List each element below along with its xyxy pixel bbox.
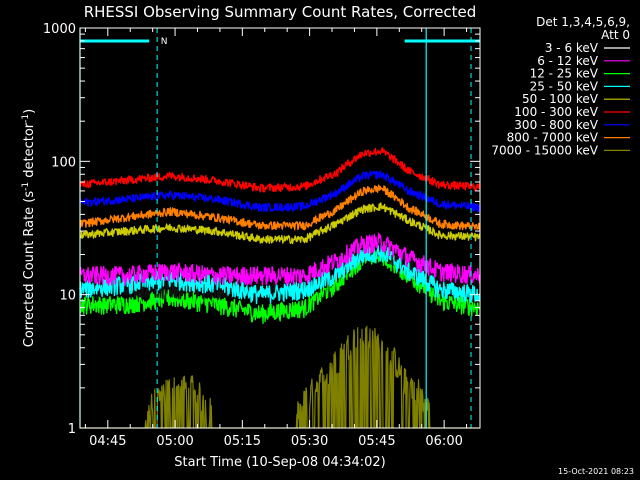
y-tick-label: 1000 bbox=[43, 22, 76, 37]
y-tick-label: 1 bbox=[68, 422, 76, 437]
series-layer bbox=[79, 147, 481, 429]
legend-label: 100 - 300 keV bbox=[514, 105, 598, 119]
legend-label: 800 - 7000 keV bbox=[507, 131, 599, 145]
axes-layer: 04:45 05:00 05:15 05:30 05:45 06:00 1 10 100 1000 bbox=[43, 22, 480, 449]
y-tick-label: 100 bbox=[51, 155, 76, 170]
y-axis-label-end: ) bbox=[22, 109, 37, 114]
series-line-6 bbox=[79, 170, 481, 213]
plot-area: N 04:45 05:00 05:15 05:30 05:45 06:00 1 10 100 10… bbox=[43, 22, 481, 449]
night-marker-label: N bbox=[161, 37, 168, 47]
series-line-5 bbox=[79, 147, 481, 193]
x-tick-label: 05:00 bbox=[156, 434, 193, 449]
y-tick-label: 10 bbox=[59, 289, 76, 304]
legend-header-attenuator: Att 0 bbox=[601, 28, 630, 42]
series-line-1 bbox=[79, 232, 481, 286]
y-axis-label-sup1: -1 bbox=[21, 182, 31, 191]
legend-label: 3 - 6 keV bbox=[545, 41, 599, 55]
legend-label: 7000 - 15000 keV bbox=[491, 143, 598, 157]
x-tick-label: 05:45 bbox=[358, 434, 395, 449]
y-axis-label-mid: detector bbox=[22, 122, 37, 182]
legend-label: 12 - 25 keV bbox=[530, 67, 599, 81]
x-axis-label: Start Time (10-Sep-08 04:34:02) bbox=[174, 455, 385, 470]
legend-label: 300 - 800 keV bbox=[514, 118, 598, 132]
legend-header: Det 1,3,4,5,6,9, bbox=[536, 15, 630, 29]
legend-label: 50 - 100 keV bbox=[522, 92, 599, 106]
x-tick-label: 04:45 bbox=[89, 434, 126, 449]
x-tick-label: 06:00 bbox=[425, 434, 462, 449]
series-line-7 bbox=[79, 184, 481, 231]
series-line-2 bbox=[79, 246, 481, 324]
legend-label: 6 - 12 keV bbox=[537, 54, 599, 68]
x-tick-label: 05:30 bbox=[291, 434, 328, 449]
y-axis-label-sup2: -1 bbox=[21, 114, 31, 123]
y-axis-label: Corrected Count Rate (s-1 detector-1) bbox=[21, 109, 37, 347]
legend-label: 25 - 50 keV bbox=[530, 79, 599, 93]
plot-frame bbox=[79, 27, 481, 429]
series-line-4 bbox=[79, 202, 481, 245]
chart-title: RHESSI Observing Summary Count Rates, Co… bbox=[84, 3, 477, 21]
footer-date: 15-Oct-2021 08:23 bbox=[558, 467, 634, 476]
y-axis-label-main: Corrected Count Rate (s bbox=[22, 191, 37, 348]
x-tick-label: 05:15 bbox=[224, 434, 261, 449]
